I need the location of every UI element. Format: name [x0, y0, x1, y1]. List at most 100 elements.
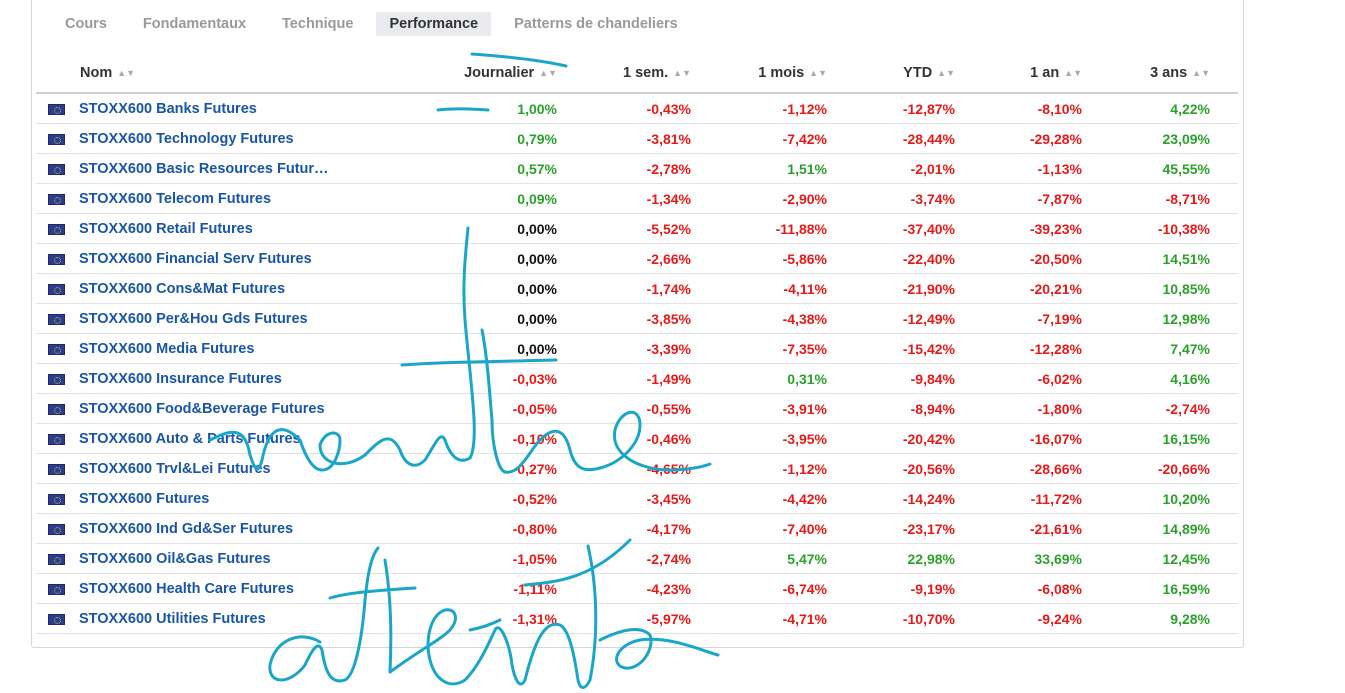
instrument-link[interactable]: STOXX600 Trvl&Lei Futures	[79, 461, 271, 478]
instrument-link[interactable]: STOXX600 Per&Hou Gds Futures	[79, 311, 308, 328]
cell-ytd: 22,98%	[855, 543, 983, 574]
eu-flag-icon	[48, 223, 65, 235]
cell-name: STOXX600 Utilities Futures	[36, 603, 350, 634]
instrument-link[interactable]: STOXX600 Futures	[79, 491, 210, 508]
column-header-label: Nom	[80, 65, 113, 81]
tab-patterns-chandeliers[interactable]: Patterns de chandeliers	[514, 16, 678, 32]
table-row[interactable]: STOXX600 Financial Serv Futures 0,00% -2,6…	[36, 243, 1238, 274]
column-header-3-ans[interactable]: 3 ans ▲▼	[1110, 54, 1238, 94]
cell-1-an: -28,66%	[983, 453, 1110, 484]
column-header-1-sem[interactable]: 1 sem. ▲▼	[585, 54, 719, 94]
table-row[interactable]: STOXX600 Technology Futures 0,79% -3,81% -7…	[36, 123, 1238, 154]
eu-flag-icon	[48, 433, 65, 445]
cell-1-sem: -0,43%	[585, 93, 719, 124]
column-header-1-mois[interactable]: 1 mois ▲▼	[719, 54, 855, 94]
cell-1-an: -1,80%	[983, 393, 1110, 424]
cell-ytd: -8,94%	[855, 393, 983, 424]
column-header-ytd[interactable]: YTD ▲▼	[855, 54, 983, 94]
instrument-link[interactable]: STOXX600 Basic Resources Futur…	[79, 161, 329, 178]
cell-name: STOXX600 Technology Futures	[36, 123, 350, 154]
cell-1-sem: -5,97%	[585, 603, 719, 634]
instrument-link[interactable]: STOXX600 Media Futures	[79, 341, 255, 358]
table-row[interactable]: STOXX600 Telecom Futures 0,09% -1,34% -2,90…	[36, 183, 1238, 214]
eu-flag-icon	[48, 313, 65, 325]
column-header-journalier[interactable]: Journalier ▲▼	[350, 54, 585, 94]
cell-1-sem: -0,55%	[585, 393, 719, 424]
cell-name: STOXX600 Telecom Futures	[36, 183, 350, 214]
instrument-link[interactable]: STOXX600 Health Care Futures	[79, 581, 294, 598]
cell-1-an: -20,21%	[983, 273, 1110, 304]
eu-flag-icon	[48, 553, 65, 565]
table-header-row: Nom ▲▼ Journalier ▲▼ 1 sem. ▲▼ 1 mois ▲▼ YTD…	[36, 54, 1238, 94]
column-header-label: 3 ans	[1150, 65, 1188, 81]
eu-flag-icon	[48, 163, 65, 175]
cell-1-an: 33,69%	[983, 543, 1110, 574]
cell-3-ans: -20,66%	[1110, 453, 1238, 484]
instrument-link[interactable]: STOXX600 Technology Futures	[79, 131, 294, 148]
cell-1-sem: -2,66%	[585, 243, 719, 274]
column-header-nom[interactable]: Nom ▲▼	[36, 54, 350, 94]
cell-name: STOXX600 Insurance Futures	[36, 363, 350, 394]
cell-1-mois: -2,90%	[719, 183, 855, 214]
instrument-link[interactable]: STOXX600 Ind Gd&Ser Futures	[79, 521, 294, 538]
table-row[interactable]: STOXX600 Auto & Parts Futures -0,10% -0,46…	[36, 423, 1238, 454]
instrument-link[interactable]: STOXX600 Food&Beverage Futures	[79, 401, 325, 418]
cell-3-ans: 9,28%	[1110, 603, 1238, 634]
sort-arrows-icon: ▲▼	[117, 68, 136, 79]
table-row[interactable]: STOXX600 Banks Futures 1,00% -0,43% -1,12% -…	[36, 93, 1238, 124]
table-row[interactable]: STOXX600 Per&Hou Gds Futures 0,00% -3,85% -…	[36, 303, 1238, 334]
instrument-link[interactable]: STOXX600 Oil&Gas Futures	[79, 551, 271, 568]
cell-journalier: -1,11%	[350, 573, 585, 604]
table-row[interactable]: STOXX600 Cons&Mat Futures 0,00% -1,74% -4,1…	[36, 273, 1238, 304]
instrument-link[interactable]: STOXX600 Cons&Mat Futures	[79, 281, 286, 298]
cell-1-mois: -4,38%	[719, 303, 855, 334]
cell-1-an: -8,10%	[983, 93, 1110, 124]
cell-1-sem: -3,45%	[585, 483, 719, 514]
instrument-link[interactable]: STOXX600 Utilities Futures	[79, 611, 266, 628]
eu-flag-icon	[48, 523, 65, 535]
instrument-link[interactable]: STOXX600 Retail Futures	[79, 221, 253, 238]
table-row[interactable]: STOXX600 Media Futures 0,00% -3,39% -7,35% -…	[36, 333, 1238, 364]
instrument-link[interactable]: STOXX600 Telecom Futures	[79, 191, 272, 208]
instrument-link[interactable]: STOXX600 Insurance Futures	[79, 371, 282, 388]
column-header-label: 1 sem.	[623, 65, 669, 81]
cell-3-ans: 7,47%	[1110, 333, 1238, 364]
cell-1-mois: -5,86%	[719, 243, 855, 274]
tab-fondamentaux[interactable]: Fondamentaux	[142, 16, 247, 32]
table-row[interactable]: STOXX600 Utilities Futures -1,31% -5,97% -4…	[36, 603, 1238, 634]
table-row[interactable]: STOXX600 Retail Futures 0,00% -5,52% -11,88…	[36, 213, 1238, 244]
cell-3-ans: 10,85%	[1110, 273, 1238, 304]
cell-1-mois: -4,71%	[719, 603, 855, 634]
table-row[interactable]: STOXX600 Futures -0,52% -3,45% -4,42% -14,24…	[36, 483, 1238, 514]
tab-performance[interactable]: Performance	[376, 12, 492, 36]
cell-name: STOXX600 Oil&Gas Futures	[36, 543, 350, 574]
cell-3-ans: 23,09%	[1110, 123, 1238, 154]
table-row[interactable]: STOXX600 Trvl&Lei Futures -0,27% -4,65% -1,…	[36, 453, 1238, 484]
tab-technique[interactable]: Technique	[282, 16, 354, 32]
tab-cours[interactable]: Cours	[65, 16, 107, 32]
cell-1-an: -1,13%	[983, 153, 1110, 184]
table-row[interactable]: STOXX600 Health Care Futures -1,11% -4,23%…	[36, 573, 1238, 604]
cell-3-ans: 12,45%	[1110, 543, 1238, 574]
cell-name: STOXX600 Futures	[36, 483, 350, 514]
cell-name: STOXX600 Retail Futures	[36, 213, 350, 244]
cell-1-sem: -4,65%	[585, 453, 719, 484]
cell-1-sem: -5,52%	[585, 213, 719, 244]
cell-name: STOXX600 Media Futures	[36, 333, 350, 364]
table-row[interactable]: STOXX600 Food&Beverage Futures -0,05% -0,5…	[36, 393, 1238, 424]
eu-flag-icon	[48, 493, 65, 505]
instrument-link[interactable]: STOXX600 Banks Futures	[79, 101, 257, 118]
cell-name: STOXX600 Cons&Mat Futures	[36, 273, 350, 304]
cell-3-ans: -2,74%	[1110, 393, 1238, 424]
instrument-link[interactable]: STOXX600 Financial Serv Futures	[79, 251, 312, 268]
instrument-link[interactable]: STOXX600 Auto & Parts Futures	[79, 431, 301, 448]
table-row[interactable]: STOXX600 Basic Resources Futur… 0,57% -2,7…	[36, 153, 1238, 184]
cell-name: STOXX600 Banks Futures	[36, 93, 350, 124]
table-row[interactable]: STOXX600 Insurance Futures -0,03% -1,49% 0,…	[36, 363, 1238, 394]
column-header-1-an[interactable]: 1 an ▲▼	[983, 54, 1110, 94]
table-row[interactable]: STOXX600 Oil&Gas Futures -1,05% -2,74% 5,47…	[36, 543, 1238, 574]
table-row[interactable]: STOXX600 Ind Gd&Ser Futures -0,80% -4,17% -…	[36, 513, 1238, 544]
cell-ytd: -12,87%	[855, 93, 983, 124]
cell-1-mois: -1,12%	[719, 453, 855, 484]
performance-table: Nom ▲▼ Journalier ▲▼ 1 sem. ▲▼ 1 mois ▲▼ YTD…	[36, 54, 1238, 634]
